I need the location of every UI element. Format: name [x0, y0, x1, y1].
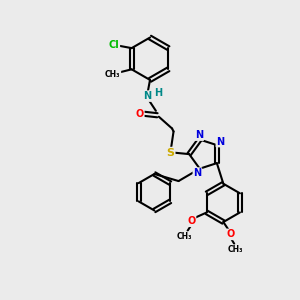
- Text: CH₃: CH₃: [105, 70, 121, 79]
- Text: S: S: [167, 148, 175, 158]
- Text: CH₃: CH₃: [177, 232, 192, 241]
- Text: N: N: [193, 168, 201, 178]
- Text: O: O: [187, 216, 196, 226]
- Text: N: N: [143, 91, 151, 101]
- Text: H: H: [154, 88, 162, 98]
- Text: CH₃: CH₃: [227, 245, 243, 254]
- Text: O: O: [226, 230, 235, 239]
- Text: N: N: [195, 130, 203, 140]
- Text: N: N: [216, 136, 224, 147]
- Text: Cl: Cl: [109, 40, 119, 50]
- Text: O: O: [136, 109, 144, 119]
